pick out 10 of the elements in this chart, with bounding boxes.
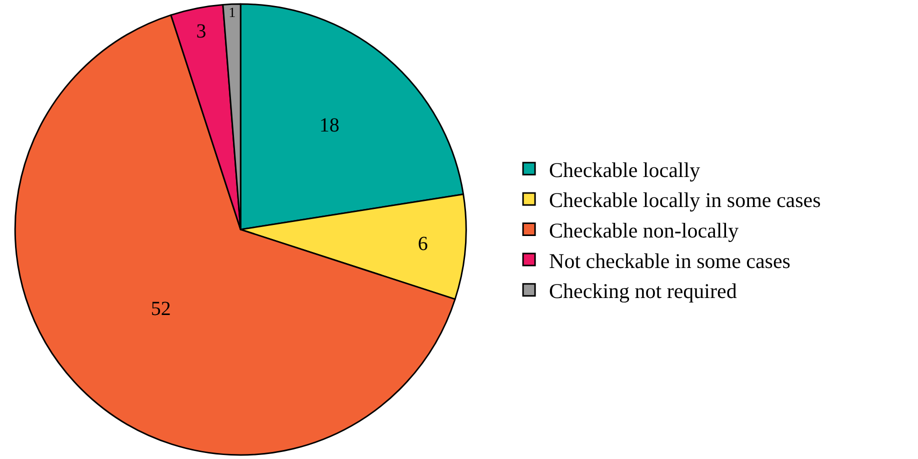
- data-label: 3: [196, 20, 206, 43]
- data-label: 52: [150, 298, 171, 320]
- data-label: 1: [228, 4, 236, 21]
- legend-label: Checkable locally: [549, 158, 701, 182]
- legend-label: Checking not required: [549, 279, 738, 304]
- legend-label: Checkable locally in some cases: [549, 188, 821, 212]
- legend-label: Checkable non-locally: [549, 218, 740, 242]
- legend-label: Not checkable in some cases: [549, 248, 790, 273]
- data-label: 6: [418, 232, 428, 255]
- data-label: 18: [319, 114, 340, 137]
